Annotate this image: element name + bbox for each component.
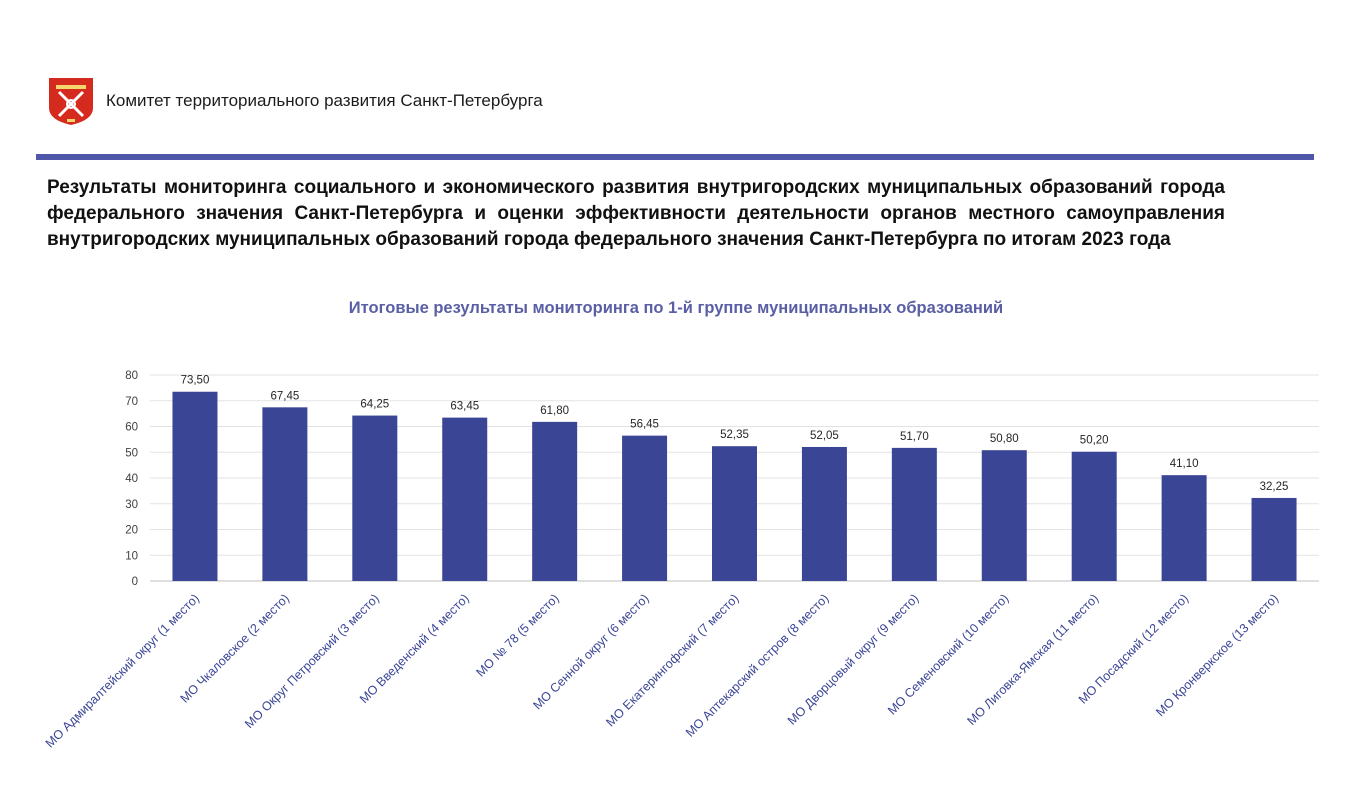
data-label: 51,70 bbox=[900, 431, 929, 443]
chart-title: Итоговые результаты мониторинга по 1-й г… bbox=[348, 299, 1004, 317]
report-title: Результаты мониторинга социального и эко… bbox=[47, 177, 1225, 250]
data-label: 52,35 bbox=[720, 429, 749, 441]
y-tick-label: 30 bbox=[125, 499, 138, 511]
data-label: 52,05 bbox=[810, 430, 839, 442]
bar bbox=[262, 407, 308, 581]
y-tick-label: 20 bbox=[125, 525, 138, 537]
bar bbox=[1161, 475, 1207, 581]
data-label: 73,50 bbox=[181, 375, 210, 387]
y-tick-label: 60 bbox=[125, 422, 138, 434]
data-label: 64,25 bbox=[360, 399, 389, 411]
y-tick-label: 70 bbox=[125, 396, 138, 408]
bar bbox=[801, 446, 847, 581]
header-divider bbox=[36, 154, 1314, 160]
bar bbox=[532, 421, 578, 581]
data-label: 61,80 bbox=[540, 405, 569, 417]
bar bbox=[442, 417, 488, 581]
header: Комитет территориального развития Санкт-… bbox=[47, 76, 543, 126]
spb-coat-of-arms-icon bbox=[49, 78, 93, 125]
bar bbox=[1251, 497, 1297, 581]
bar bbox=[712, 446, 757, 581]
bar bbox=[981, 450, 1027, 581]
y-tick-label: 40 bbox=[125, 473, 138, 485]
data-label: 50,20 bbox=[1080, 435, 1109, 447]
x-category-label: МО № 78 (5 место) bbox=[473, 591, 561, 679]
y-tick-label: 10 bbox=[125, 550, 138, 562]
bar bbox=[352, 415, 398, 581]
data-label: 67,45 bbox=[270, 390, 299, 402]
bar bbox=[622, 435, 668, 581]
bar bbox=[172, 391, 218, 581]
org-name: Комитет территориального развития Санкт-… bbox=[106, 91, 543, 110]
y-tick-label: 0 bbox=[132, 576, 138, 588]
data-label: 63,45 bbox=[450, 401, 479, 413]
y-tick-label: 80 bbox=[125, 370, 138, 382]
bar bbox=[1071, 451, 1117, 581]
data-label: 56,45 bbox=[630, 419, 659, 431]
y-tick-label: 50 bbox=[125, 447, 138, 459]
bar-chart: 0 10 20 30 40 50 60 70 80 73,50 МО Адмиралтейский … bbox=[43, 370, 1319, 751]
bar bbox=[891, 447, 937, 581]
data-label: 50,80 bbox=[990, 433, 1019, 445]
data-label: 32,25 bbox=[1260, 481, 1289, 493]
data-label: 41,10 bbox=[1170, 458, 1199, 470]
x-category-label: МО Аптекарский остров (8 место) bbox=[683, 591, 832, 740]
x-category-label: МО Адмиралтейский округ (1 место) bbox=[43, 591, 202, 750]
